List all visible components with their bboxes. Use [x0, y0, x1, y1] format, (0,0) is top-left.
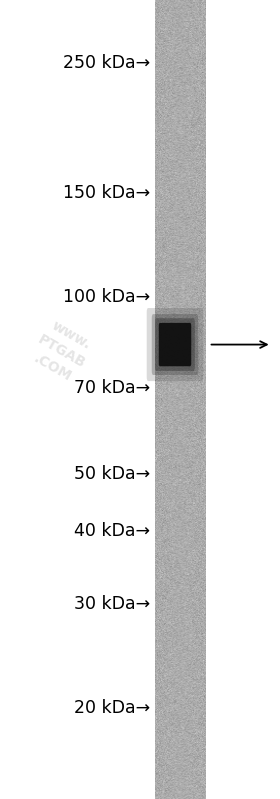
- Text: 30 kDa→: 30 kDa→: [74, 595, 150, 614]
- FancyBboxPatch shape: [159, 323, 191, 366]
- FancyBboxPatch shape: [155, 318, 195, 371]
- Text: www.
PTGAB
.COM: www. PTGAB .COM: [26, 316, 97, 387]
- Text: 50 kDa→: 50 kDa→: [74, 465, 150, 483]
- FancyBboxPatch shape: [152, 314, 198, 375]
- Bar: [155, 0, 206, 799]
- Text: 40 kDa→: 40 kDa→: [74, 522, 150, 540]
- Text: 150 kDa→: 150 kDa→: [63, 185, 150, 202]
- Text: 100 kDa→: 100 kDa→: [63, 288, 150, 306]
- FancyBboxPatch shape: [147, 308, 203, 381]
- Text: 20 kDa→: 20 kDa→: [74, 699, 150, 717]
- Text: 70 kDa→: 70 kDa→: [74, 379, 150, 397]
- Text: 250 kDa→: 250 kDa→: [63, 54, 150, 72]
